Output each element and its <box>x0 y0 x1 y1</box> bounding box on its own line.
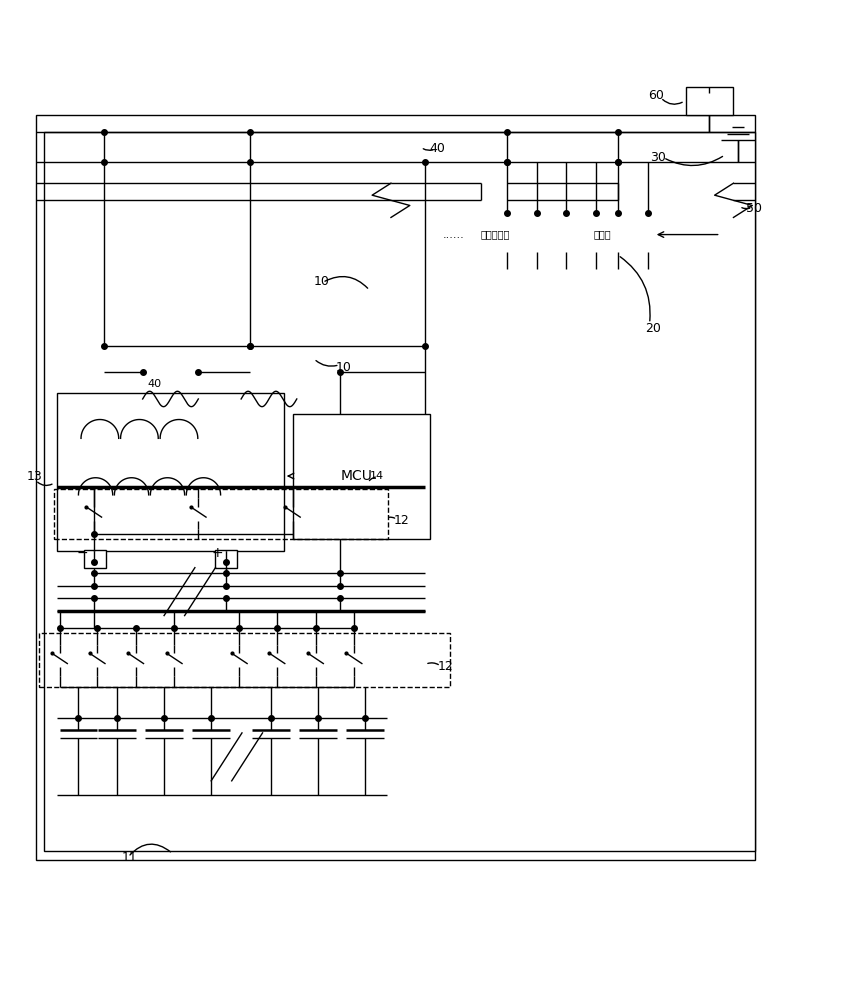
Bar <box>686 87 734 115</box>
Text: 40: 40 <box>147 379 161 389</box>
Bar <box>54 489 388 539</box>
Bar <box>588 217 652 252</box>
Text: 分布式从板: 分布式从板 <box>481 230 510 240</box>
Text: 14: 14 <box>369 471 384 481</box>
Bar <box>216 550 237 568</box>
Text: 主控板: 主控板 <box>594 230 612 240</box>
Text: −: − <box>77 546 88 560</box>
Text: 13: 13 <box>27 470 43 483</box>
Text: 40: 40 <box>430 142 445 155</box>
Text: 12: 12 <box>393 514 409 527</box>
Text: MCU: MCU <box>340 469 372 483</box>
Text: 12: 12 <box>438 660 454 673</box>
Text: ......: ...... <box>442 230 464 240</box>
Text: 10: 10 <box>335 361 351 374</box>
Text: +: + <box>211 546 223 560</box>
Text: 11: 11 <box>121 851 137 864</box>
Text: 60: 60 <box>648 89 664 102</box>
Text: 20: 20 <box>645 322 661 335</box>
Text: 10: 10 <box>314 275 330 288</box>
Bar <box>293 414 430 539</box>
Bar <box>35 115 755 860</box>
Bar <box>57 393 284 551</box>
Text: 50: 50 <box>746 202 762 215</box>
Bar <box>84 550 106 568</box>
Bar <box>44 132 755 851</box>
Bar <box>39 633 450 687</box>
Bar <box>477 217 579 252</box>
Text: 30: 30 <box>650 151 667 164</box>
